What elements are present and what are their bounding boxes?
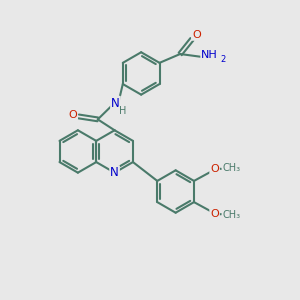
Text: O: O (192, 30, 201, 40)
Text: O: O (68, 110, 77, 120)
Text: NH: NH (201, 50, 218, 61)
Text: CH₃: CH₃ (222, 163, 241, 173)
Text: O: O (210, 209, 219, 219)
Text: N: N (111, 97, 120, 110)
Text: N: N (110, 166, 119, 179)
Text: 2: 2 (221, 56, 226, 64)
Text: CH₃: CH₃ (222, 210, 241, 220)
Text: H: H (119, 106, 127, 116)
Text: O: O (210, 164, 219, 174)
